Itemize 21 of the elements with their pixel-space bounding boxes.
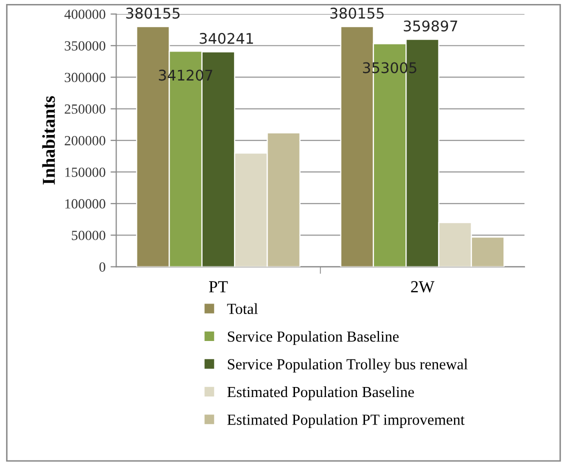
x-tick-label: 2W [411,281,434,292]
y-tick-label: 300000 [64,72,106,82]
data-label: 340241 [200,32,253,44]
y-tick-label: 400000 [64,10,106,19]
x-tick-label: PT [209,281,228,292]
legend-label: Service Population Baseline [228,330,399,345]
y-tick-label: 50000 [72,230,106,240]
data-label: 380155 [126,8,180,19]
y-tick-label: 0 [99,262,106,272]
y-axis-title: Inhabitants [42,96,55,184]
legend-label: Total [227,303,258,314]
y-tick-label: 350000 [64,41,106,51]
y-tick-label: 150000 [65,168,106,177]
y-tick-label: 100000 [65,199,106,209]
legend-label: Estimated Population Baseline [227,386,414,400]
data-label: 359897 [404,20,458,32]
data-label: 380155 [330,8,384,19]
y-tick-label: 250000 [64,104,106,114]
y-tick-label: 200000 [64,136,106,146]
legend-label: Service Population Trolley bus renewal [228,358,468,373]
legend-label: Estimated Population PT improvement [227,414,465,428]
